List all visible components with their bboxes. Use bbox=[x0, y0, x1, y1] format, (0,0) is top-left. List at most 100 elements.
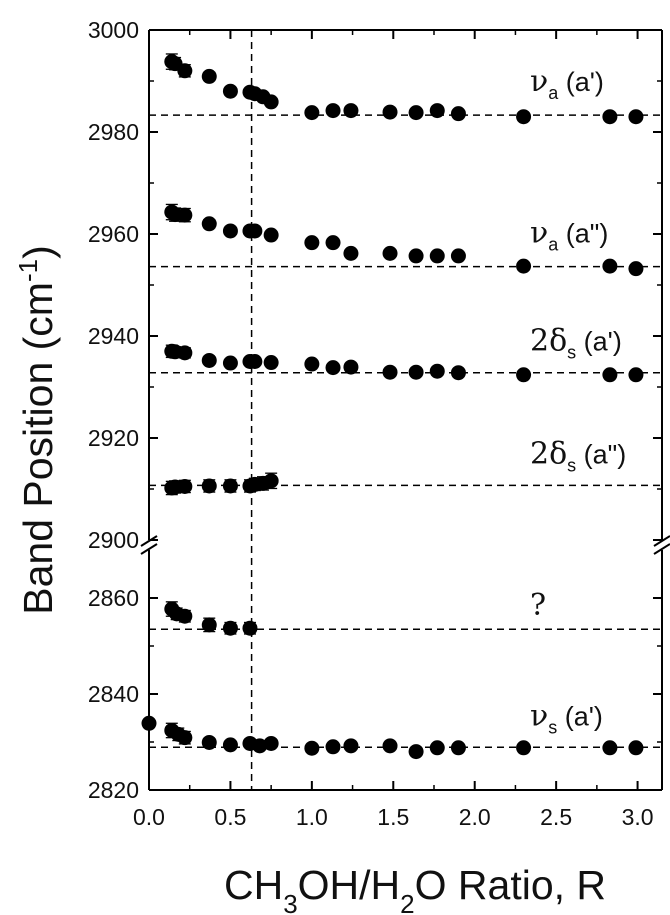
x-tick-label: 2.5 bbox=[540, 804, 572, 830]
y-tick-label: 2860 bbox=[88, 585, 139, 611]
x-tick-label: 1.0 bbox=[296, 804, 328, 830]
data-point bbox=[304, 235, 320, 251]
data-point bbox=[263, 473, 279, 489]
data-point bbox=[263, 227, 279, 243]
y-tick-label: 2920 bbox=[88, 425, 139, 451]
data-point bbox=[516, 740, 532, 756]
data-point bbox=[304, 740, 320, 756]
data-point bbox=[177, 63, 193, 79]
data-point bbox=[429, 363, 445, 379]
data-point bbox=[263, 94, 279, 110]
data-point bbox=[602, 367, 618, 383]
data-point bbox=[450, 365, 466, 381]
data-point bbox=[325, 235, 341, 251]
series-labels: νa (a') νa (a") 2δs (a') 2δs (a")? νs (a') bbox=[530, 64, 626, 737]
data-point bbox=[242, 620, 258, 636]
data-point bbox=[429, 740, 445, 756]
x-axis-title: CH3OH/H2O Ratio, R bbox=[224, 862, 606, 915]
data-point bbox=[343, 245, 359, 261]
y-tick-label: 2940 bbox=[88, 323, 139, 349]
data-point bbox=[343, 359, 359, 375]
data-point bbox=[602, 740, 618, 756]
series-label: νa (a") bbox=[530, 216, 608, 255]
data-point bbox=[222, 83, 238, 99]
series-label: νa (a') bbox=[530, 64, 604, 103]
series-label: νs (a') bbox=[530, 698, 603, 737]
y-tick-label: 2820 bbox=[88, 777, 139, 803]
data-point bbox=[263, 355, 279, 371]
data-point bbox=[628, 261, 644, 277]
data-point bbox=[450, 740, 466, 756]
data-point bbox=[304, 356, 320, 372]
right-axis-break-mark bbox=[653, 543, 670, 555]
series-label: ? bbox=[530, 588, 546, 623]
series-label: 2δs (a") bbox=[530, 436, 626, 475]
data-point bbox=[343, 738, 359, 754]
data-point bbox=[177, 608, 193, 624]
y-tick-label: 2840 bbox=[88, 681, 139, 707]
data-point bbox=[141, 715, 157, 731]
data-marks bbox=[141, 53, 644, 760]
data-point bbox=[201, 478, 217, 494]
reference-lines bbox=[149, 30, 662, 790]
data-point bbox=[177, 730, 193, 746]
data-point bbox=[382, 738, 398, 754]
y-tick-label: 2960 bbox=[88, 221, 139, 247]
data-point bbox=[628, 109, 644, 125]
x-tick-label: 3.0 bbox=[622, 804, 654, 830]
data-point bbox=[263, 735, 279, 751]
data-point bbox=[408, 248, 424, 264]
data-point bbox=[201, 216, 217, 232]
data-point bbox=[222, 737, 238, 753]
data-point bbox=[304, 105, 320, 121]
y-tick-label: 2980 bbox=[88, 119, 139, 145]
x-tick-label: 0.5 bbox=[214, 804, 246, 830]
data-point bbox=[516, 258, 532, 274]
left-axis-break-mark bbox=[140, 543, 158, 555]
data-point bbox=[408, 105, 424, 121]
y-tick-label: 2900 bbox=[88, 527, 139, 553]
data-point bbox=[222, 478, 238, 494]
data-point bbox=[408, 364, 424, 380]
data-point bbox=[628, 367, 644, 383]
data-point bbox=[516, 367, 532, 383]
data-point bbox=[516, 109, 532, 125]
data-point bbox=[222, 620, 238, 636]
data-point bbox=[252, 738, 268, 754]
axis-ticks: 0.0 0.5 1.0 1.5 2.0 2.5 3.0 3000 2980 2960 2940 292… bbox=[88, 17, 662, 830]
data-point bbox=[429, 103, 445, 119]
data-point bbox=[602, 258, 618, 274]
data-point bbox=[177, 207, 193, 223]
data-point bbox=[177, 345, 193, 361]
data-point bbox=[325, 739, 341, 755]
data-point bbox=[201, 617, 217, 633]
data-point bbox=[177, 478, 193, 494]
data-point bbox=[429, 248, 445, 264]
data-point bbox=[628, 740, 644, 756]
data-point bbox=[343, 103, 359, 119]
data-point bbox=[382, 364, 398, 380]
data-point bbox=[408, 744, 424, 760]
data-point bbox=[201, 68, 217, 84]
x-tick-label: 2.0 bbox=[459, 804, 491, 830]
plot-frame bbox=[140, 29, 670, 791]
data-point bbox=[382, 245, 398, 261]
data-point bbox=[450, 106, 466, 122]
y-axis-title: Band Position (cm-1) bbox=[13, 245, 61, 615]
data-point bbox=[222, 355, 238, 371]
data-point bbox=[201, 352, 217, 368]
data-point bbox=[450, 248, 466, 264]
data-point bbox=[602, 109, 618, 125]
data-point bbox=[325, 103, 341, 119]
data-point bbox=[325, 360, 341, 376]
y-tick-label: 3000 bbox=[88, 17, 139, 43]
data-point bbox=[382, 104, 398, 120]
series-label: 2δs (a') bbox=[530, 324, 622, 363]
data-point bbox=[201, 734, 217, 750]
data-point bbox=[247, 354, 263, 369]
x-tick-label: 1.5 bbox=[377, 804, 409, 830]
data-point bbox=[222, 223, 238, 239]
data-point bbox=[247, 223, 263, 239]
x-tick-label: 0.0 bbox=[133, 804, 165, 830]
